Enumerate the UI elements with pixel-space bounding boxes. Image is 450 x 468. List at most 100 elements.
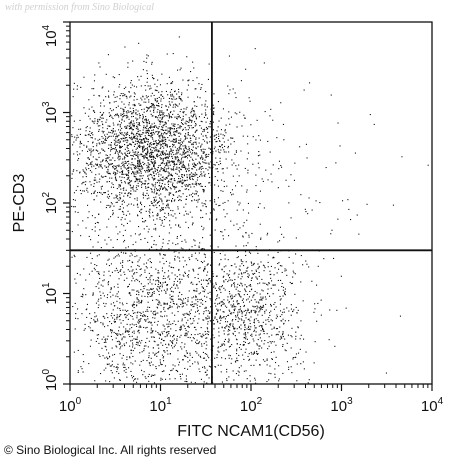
data-point <box>142 139 143 140</box>
data-point <box>186 148 187 149</box>
data-point <box>172 198 173 199</box>
data-point <box>401 156 402 157</box>
data-point <box>209 219 210 220</box>
data-point <box>105 138 106 139</box>
data-point <box>167 182 168 183</box>
data-point <box>132 262 133 263</box>
data-point <box>98 307 99 308</box>
data-point <box>72 306 73 307</box>
data-point <box>184 136 185 137</box>
data-point <box>271 181 272 182</box>
data-point <box>205 174 206 175</box>
data-point <box>156 142 157 143</box>
data-point <box>219 335 220 336</box>
data-point <box>157 280 158 281</box>
data-point <box>86 257 87 258</box>
data-point <box>86 176 87 177</box>
data-point <box>167 320 168 321</box>
data-point <box>149 321 150 322</box>
data-point <box>136 172 137 173</box>
data-point <box>191 340 192 341</box>
data-point <box>142 166 143 167</box>
data-point <box>219 318 220 319</box>
data-point <box>206 129 207 130</box>
data-point <box>171 161 172 162</box>
data-point <box>164 326 165 327</box>
data-point <box>98 131 99 132</box>
data-point <box>313 312 314 313</box>
data-point <box>119 86 120 87</box>
data-point <box>261 340 262 341</box>
data-point <box>149 341 150 342</box>
data-point <box>149 121 150 122</box>
data-point <box>129 213 130 214</box>
data-point <box>121 139 122 140</box>
data-point <box>172 95 173 96</box>
data-point <box>122 333 123 334</box>
data-point <box>178 142 179 143</box>
data-point <box>191 282 192 283</box>
data-point <box>193 239 194 240</box>
data-point <box>237 284 238 285</box>
data-point <box>153 172 154 173</box>
data-point <box>166 285 167 286</box>
data-point <box>132 138 133 139</box>
data-point <box>278 365 279 366</box>
data-point <box>210 212 211 213</box>
data-point <box>248 329 249 330</box>
data-point <box>106 74 107 75</box>
data-point <box>202 319 203 320</box>
data-point <box>125 182 126 183</box>
data-point <box>264 62 265 63</box>
data-point <box>297 364 298 365</box>
data-point <box>100 202 101 203</box>
data-point <box>159 190 160 191</box>
data-point <box>188 274 189 275</box>
data-point <box>208 279 209 280</box>
data-point <box>260 334 261 335</box>
data-point <box>126 126 127 127</box>
data-point <box>99 274 100 275</box>
data-point <box>274 368 275 369</box>
data-point <box>209 64 210 65</box>
data-point <box>121 166 122 167</box>
data-point <box>150 174 151 175</box>
data-point <box>280 296 281 297</box>
data-point <box>151 191 152 192</box>
data-point <box>161 200 162 201</box>
data-point <box>131 280 132 281</box>
data-point <box>155 311 156 312</box>
data-point <box>224 151 225 152</box>
data-point <box>205 334 206 335</box>
data-point <box>170 165 171 166</box>
data-point <box>103 131 104 132</box>
data-point <box>217 294 218 295</box>
data-point <box>184 185 185 186</box>
data-point <box>202 121 203 122</box>
data-point <box>216 357 217 358</box>
data-point <box>146 58 147 59</box>
data-point <box>158 131 159 132</box>
data-point <box>245 327 246 328</box>
data-point <box>183 164 184 165</box>
data-point <box>278 269 279 270</box>
data-point <box>155 131 156 132</box>
data-point <box>100 298 101 299</box>
data-point <box>130 125 131 126</box>
data-point <box>260 325 261 326</box>
data-point <box>234 154 235 155</box>
data-point <box>112 295 113 296</box>
data-point <box>124 104 125 105</box>
axis-ticks <box>63 22 432 391</box>
data-point <box>90 152 91 153</box>
data-point <box>173 216 174 217</box>
data-point <box>273 285 274 286</box>
data-point <box>106 167 107 168</box>
data-point <box>164 316 165 317</box>
watermark: with permission from Sino Biological <box>5 2 154 13</box>
data-point <box>199 281 200 282</box>
data-point <box>185 317 186 318</box>
data-point <box>110 216 111 217</box>
data-point <box>136 149 137 150</box>
data-point <box>192 297 193 298</box>
